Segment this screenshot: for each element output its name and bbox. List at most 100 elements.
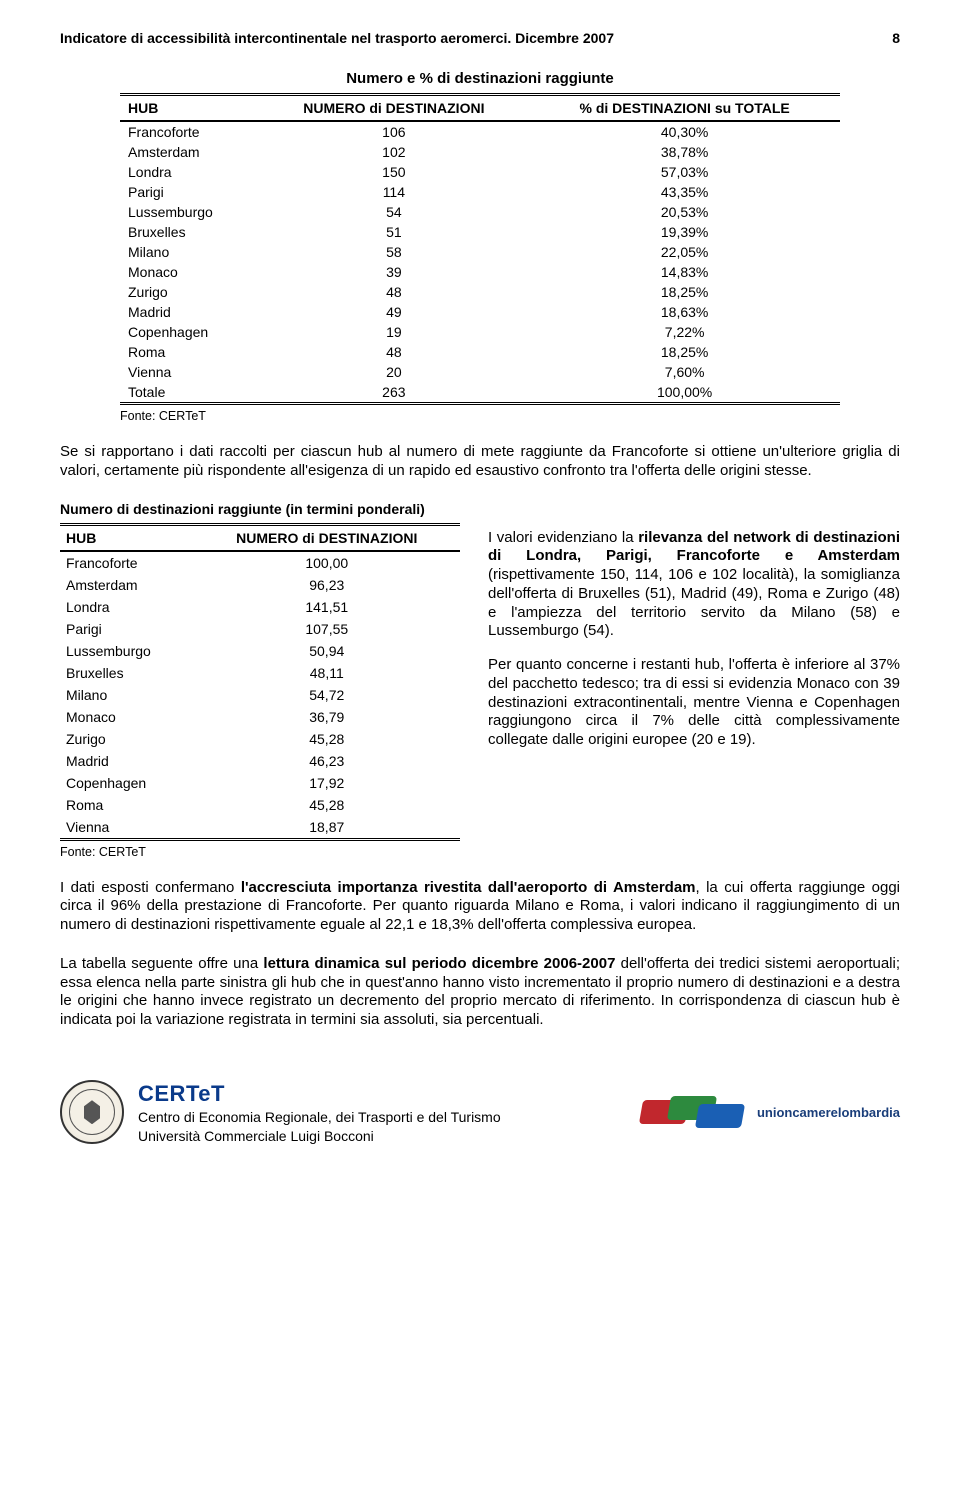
- cell-hub: Vienna: [120, 362, 258, 382]
- page-header: Indicatore di accessibilità intercontine…: [60, 30, 900, 46]
- cell-hub: Monaco: [120, 262, 258, 282]
- cell-hub: Londra: [120, 162, 258, 182]
- cell-num: 36,79: [194, 706, 460, 728]
- table-row: Monaco36,79: [60, 706, 460, 728]
- cell-num: 141,51: [194, 596, 460, 618]
- header-page-number: 8: [892, 30, 900, 46]
- cell-hub: Madrid: [60, 750, 194, 772]
- table-row: Bruxelles5119,39%: [120, 222, 840, 242]
- footer-line2: Università Commerciale Luigi Bocconi: [138, 1127, 501, 1145]
- table1-col-hub: HUB: [120, 95, 258, 122]
- cell-hub: Francoforte: [60, 551, 194, 574]
- paragraph-3: La tabella seguente offre una lettura di…: [60, 955, 900, 1030]
- para3-bold: lettura dinamica sul periodo dicembre 20…: [263, 955, 615, 972]
- para3-a: La tabella seguente offre una: [60, 955, 263, 972]
- cell-hub: Totale: [120, 382, 258, 404]
- table-row: Madrid46,23: [60, 750, 460, 772]
- footer-brand: CERTeT: [138, 1080, 501, 1109]
- cell-num: 107,55: [194, 618, 460, 640]
- table-row: Totale263100,00%: [120, 382, 840, 404]
- table1-col-pct: % di DESTINAZIONI su TOTALE: [529, 95, 840, 122]
- cell-num: 54: [258, 202, 529, 222]
- cell-hub: Bruxelles: [60, 662, 194, 684]
- cell-num: 114: [258, 182, 529, 202]
- cell-hub: Bruxelles: [120, 222, 258, 242]
- cell-hub: Monaco: [60, 706, 194, 728]
- cell-hub: Francoforte: [120, 121, 258, 142]
- cell-hub: Milano: [60, 684, 194, 706]
- paragraph-1: Se si rapportano i dati raccolti per cia…: [60, 443, 900, 481]
- cell-pct: 43,35%: [529, 182, 840, 202]
- table-row: Bruxelles48,11: [60, 662, 460, 684]
- header-title: Indicatore di accessibilità intercontine…: [60, 30, 614, 46]
- table-row: Milano54,72: [60, 684, 460, 706]
- cell-hub: Londra: [60, 596, 194, 618]
- right-p2: Per quanto concerne i restanti hub, l'of…: [488, 656, 900, 750]
- table-row: Madrid4918,63%: [120, 302, 840, 322]
- table-row: Parigi107,55: [60, 618, 460, 640]
- cell-num: 106: [258, 121, 529, 142]
- table1-col-numero: NUMERO di DESTINAZIONI: [258, 95, 529, 122]
- cell-hub: Roma: [120, 342, 258, 362]
- unioncamere-shape-icon: [641, 1094, 751, 1130]
- cell-hub: Amsterdam: [60, 574, 194, 596]
- cell-num: 54,72: [194, 684, 460, 706]
- table-row: Londra15057,03%: [120, 162, 840, 182]
- cell-hub: Parigi: [120, 182, 258, 202]
- cell-hub: Copenhagen: [60, 772, 194, 794]
- para2-a: I dati esposti confermano: [60, 879, 241, 896]
- cell-hub: Vienna: [60, 816, 194, 840]
- right-p1-c: (rispettivamente 150, 114, 106 e 102 loc…: [488, 566, 900, 639]
- unioncamere-label: unioncamerelombardia: [757, 1105, 900, 1120]
- table1-title: Numero e % di destinazioni raggiunte: [60, 70, 900, 87]
- cell-pct: 18,25%: [529, 342, 840, 362]
- cell-num: 48,11: [194, 662, 460, 684]
- cell-pct: 18,25%: [529, 282, 840, 302]
- page-footer: CERTeT Centro di Economia Regionale, dei…: [60, 1080, 900, 1145]
- cell-num: 39: [258, 262, 529, 282]
- cell-pct: 7,60%: [529, 362, 840, 382]
- table2-title: Numero di destinazioni raggiunte (in ter…: [60, 501, 460, 517]
- table-row: Monaco3914,83%: [120, 262, 840, 282]
- table-row: Zurigo4818,25%: [120, 282, 840, 302]
- cell-pct: 38,78%: [529, 142, 840, 162]
- cell-hub: Amsterdam: [120, 142, 258, 162]
- table-row: Zurigo45,28: [60, 728, 460, 750]
- table-row: Roma45,28: [60, 794, 460, 816]
- cell-num: 102: [258, 142, 529, 162]
- table-row: Amsterdam10238,78%: [120, 142, 840, 162]
- table-row: Copenhagen197,22%: [120, 322, 840, 342]
- unioncamere-logo: unioncamerelombardia: [641, 1094, 900, 1130]
- cell-hub: Milano: [120, 242, 258, 262]
- cell-num: 150: [258, 162, 529, 182]
- cell-num: 50,94: [194, 640, 460, 662]
- cell-hub: Copenhagen: [120, 322, 258, 342]
- cell-num: 19: [258, 322, 529, 342]
- cell-hub: Parigi: [60, 618, 194, 640]
- table-row: Roma4818,25%: [120, 342, 840, 362]
- table-row: Copenhagen17,92: [60, 772, 460, 794]
- table-row: Amsterdam96,23: [60, 574, 460, 596]
- cell-pct: 20,53%: [529, 202, 840, 222]
- cell-hub: Lussemburgo: [120, 202, 258, 222]
- table2: HUB NUMERO di DESTINAZIONI Francoforte10…: [60, 523, 460, 841]
- cell-hub: Lussemburgo: [60, 640, 194, 662]
- paragraph-2: I dati esposti confermano l'accresciuta …: [60, 879, 900, 935]
- table-row: Vienna207,60%: [120, 362, 840, 382]
- table-row: Lussemburgo5420,53%: [120, 202, 840, 222]
- cell-hub: Roma: [60, 794, 194, 816]
- cell-num: 17,92: [194, 772, 460, 794]
- table-row: Milano5822,05%: [120, 242, 840, 262]
- table-row: Francoforte10640,30%: [120, 121, 840, 142]
- cell-num: 48: [258, 282, 529, 302]
- cell-num: 20: [258, 362, 529, 382]
- right-p1-a: I valori evidenziano la: [488, 529, 638, 546]
- table-row: Lussemburgo50,94: [60, 640, 460, 662]
- cell-num: 45,28: [194, 794, 460, 816]
- table-row: Londra141,51: [60, 596, 460, 618]
- cell-pct: 14,83%: [529, 262, 840, 282]
- para2-bold: l'accresciuta importanza rivestita dall'…: [241, 879, 696, 896]
- cell-num: 263: [258, 382, 529, 404]
- cell-num: 46,23: [194, 750, 460, 772]
- table1-source: Fonte: CERTeT: [120, 409, 840, 423]
